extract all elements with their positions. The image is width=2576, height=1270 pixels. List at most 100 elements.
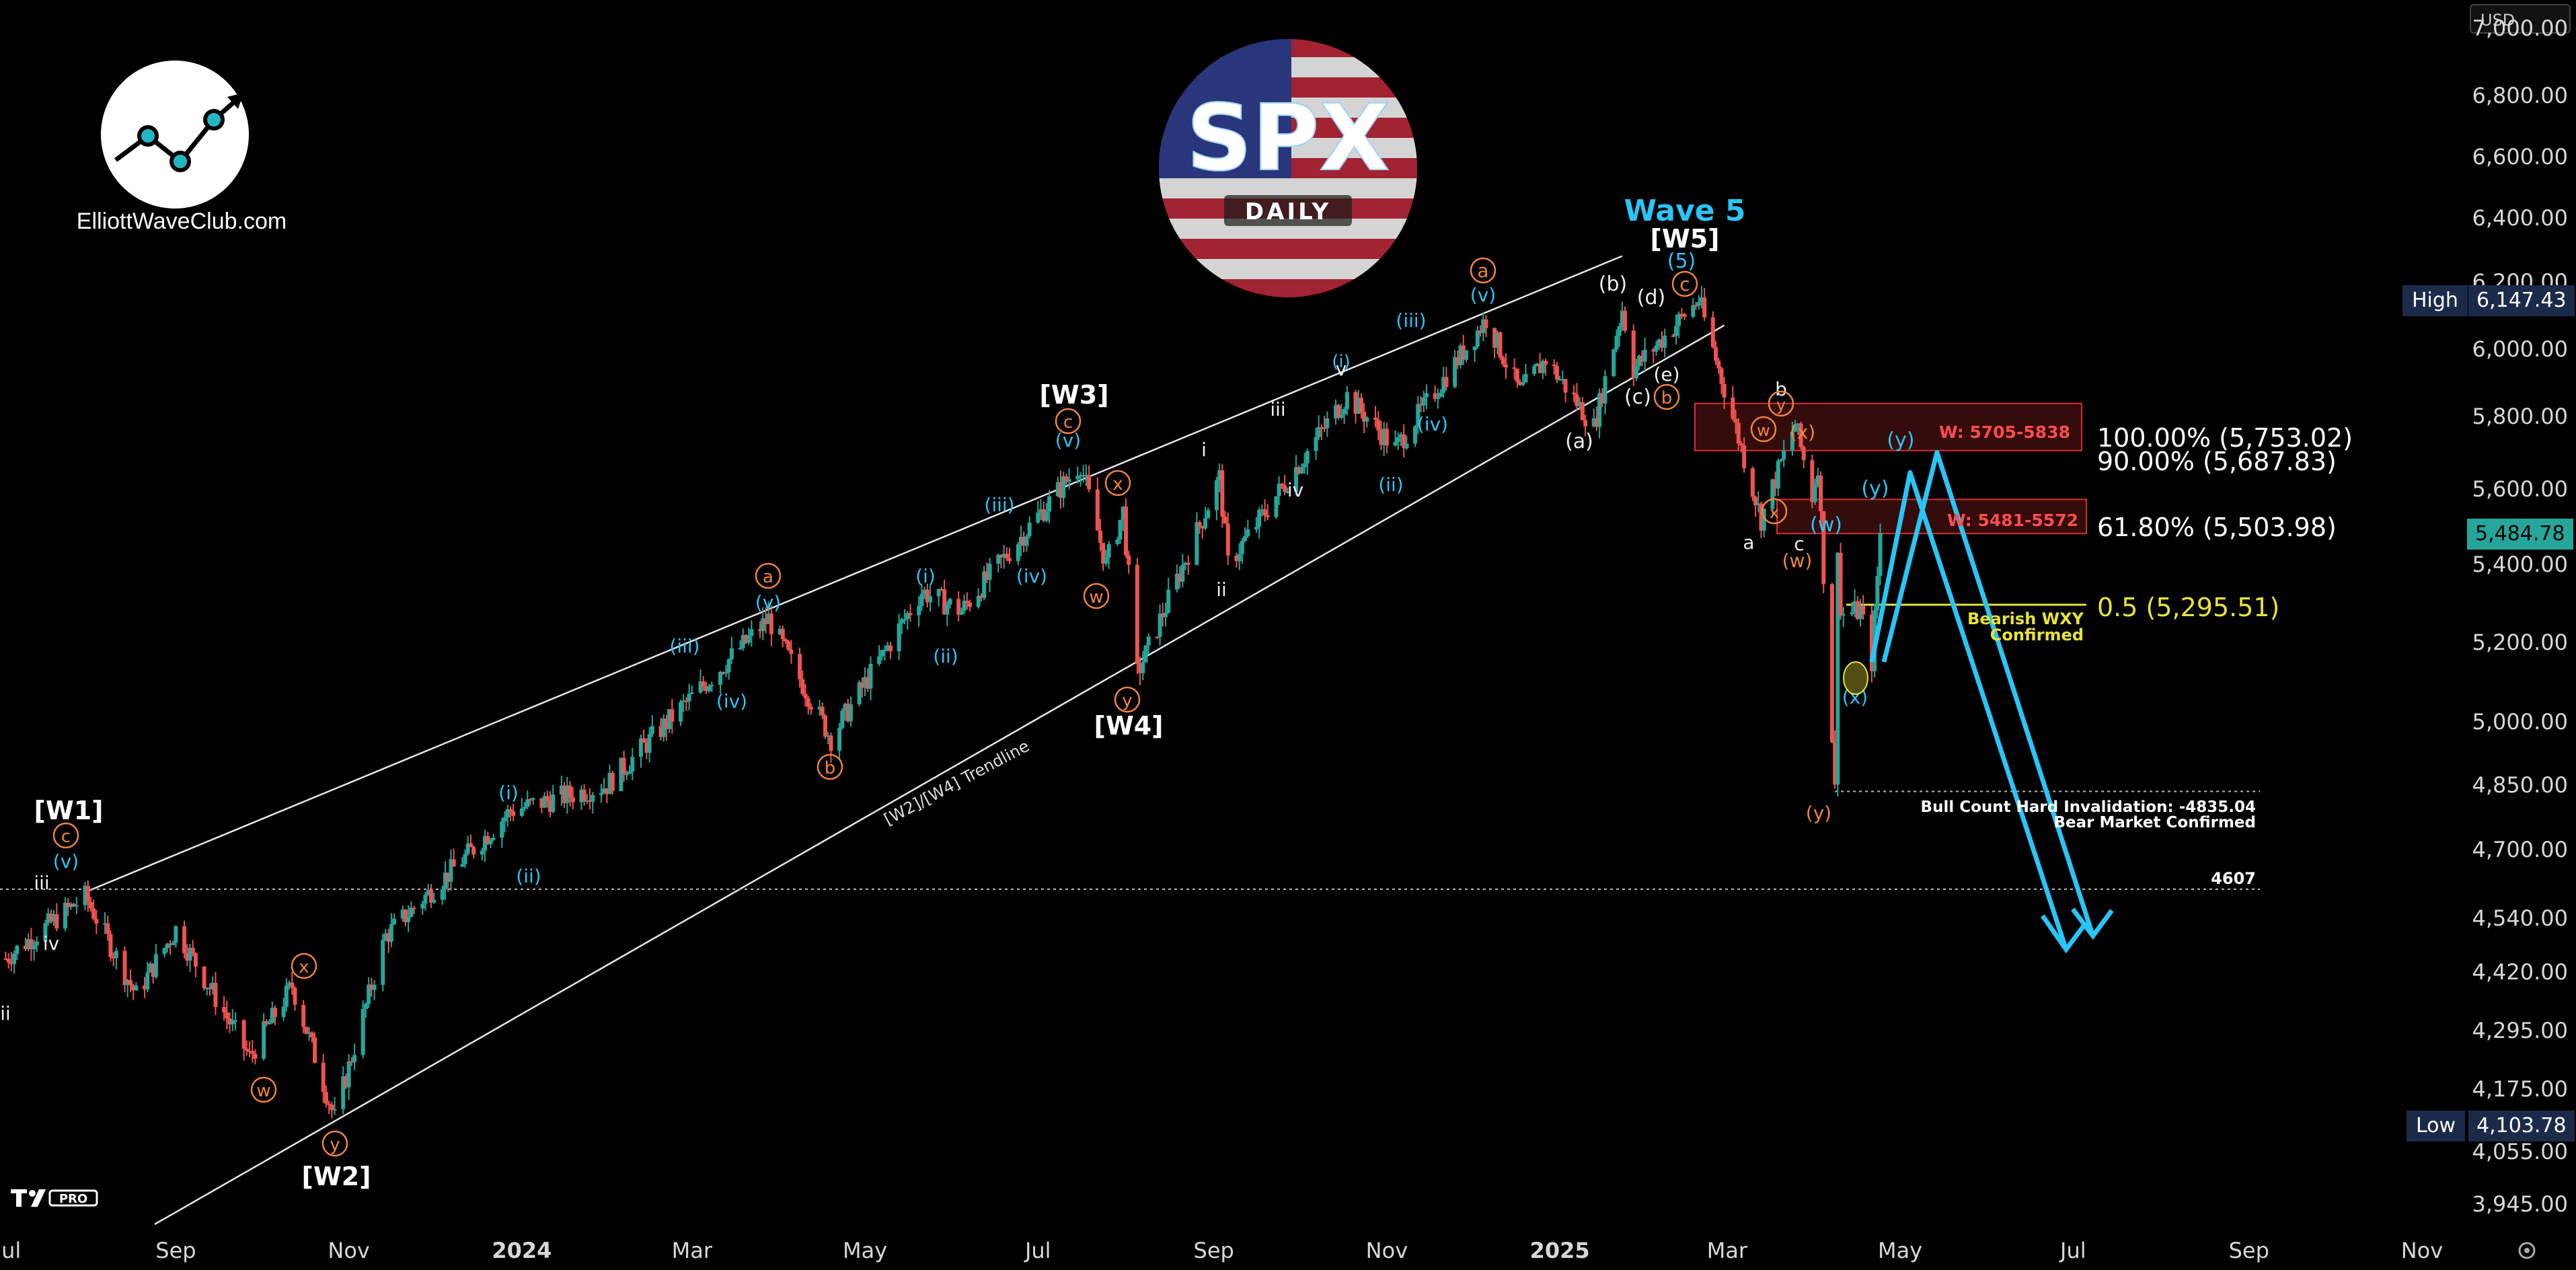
candle xyxy=(607,764,612,794)
candle xyxy=(324,1085,328,1108)
wave-label: (c) xyxy=(1624,385,1651,409)
candle xyxy=(1453,350,1457,389)
candle xyxy=(565,777,570,814)
wave-label: (i) xyxy=(1332,352,1351,372)
candle xyxy=(1075,466,1080,484)
candle xyxy=(1563,378,1568,403)
candle xyxy=(103,912,108,934)
bearish-wxy-line1: Bearish WXY xyxy=(1967,609,2084,628)
candle xyxy=(1841,607,1846,628)
wave-label: y xyxy=(1768,390,1794,417)
candle xyxy=(1223,511,1227,524)
candle xyxy=(301,1000,306,1034)
fib618-label: 61.80% (5,503.98) xyxy=(2097,513,2337,542)
candle xyxy=(290,971,295,996)
candle xyxy=(1750,466,1755,501)
candle xyxy=(1398,432,1403,446)
candle xyxy=(508,806,513,821)
wave-label: b xyxy=(1653,383,1680,410)
wave-label: (v) xyxy=(1055,429,1081,451)
highlight-marker xyxy=(1843,661,1868,695)
svg-text:(ii): (ii) xyxy=(1378,474,1403,496)
candle xyxy=(1041,501,1046,523)
candle xyxy=(1481,311,1486,342)
svg-text:a: a xyxy=(1743,531,1754,554)
svg-text:(y): (y) xyxy=(1887,428,1914,452)
candle xyxy=(1813,478,1817,505)
candle xyxy=(1535,363,1540,367)
candle xyxy=(1654,340,1659,357)
candle xyxy=(863,667,868,696)
candle xyxy=(1714,340,1718,365)
candle xyxy=(1285,487,1290,494)
candle xyxy=(1138,657,1143,685)
price-tick-label: 3,945.00 xyxy=(2472,1191,2569,1217)
svg-text:x: x xyxy=(1770,503,1779,522)
wave-label: (x) xyxy=(1790,421,1815,443)
fib100-label: 100.00% (5,753.02) xyxy=(2097,423,2353,453)
candle xyxy=(443,861,448,900)
candle xyxy=(287,980,292,990)
svg-text:(i): (i) xyxy=(915,565,936,587)
wave-label: y xyxy=(1114,686,1141,713)
candle xyxy=(1297,465,1301,475)
wave-label: (i) xyxy=(915,565,936,587)
currency-selector[interactable]: USD xyxy=(2470,4,2571,34)
candle xyxy=(747,628,751,645)
candle xyxy=(9,951,13,971)
candle xyxy=(1393,431,1398,447)
candle xyxy=(34,936,39,952)
candle xyxy=(128,969,132,993)
wave-label: (a) xyxy=(1565,430,1593,453)
candle xyxy=(667,709,672,733)
candle xyxy=(1458,343,1463,369)
candle xyxy=(122,946,127,993)
candle xyxy=(52,909,56,926)
candle xyxy=(1858,599,1863,627)
candle xyxy=(267,1019,272,1024)
svg-text:(ii): (ii) xyxy=(516,865,541,887)
candle xyxy=(917,596,921,627)
candle xyxy=(724,665,728,677)
svg-text:c: c xyxy=(1679,273,1690,295)
candle xyxy=(650,715,654,737)
time-tick-label: Nov xyxy=(328,1238,369,1263)
high-badge-label: High xyxy=(2402,285,2468,316)
candle xyxy=(1257,507,1262,539)
time-tick-label: 2024 xyxy=(492,1238,552,1263)
candle xyxy=(1118,519,1123,544)
svg-text:iv: iv xyxy=(43,932,59,955)
candle xyxy=(446,872,451,892)
candle xyxy=(1710,311,1715,349)
candle xyxy=(1302,453,1307,474)
candle xyxy=(1325,411,1330,437)
candle xyxy=(591,792,595,814)
candle xyxy=(1381,422,1386,457)
level-4607-label: 4607 xyxy=(2211,869,2256,888)
price-tick-label: 4,540.00 xyxy=(2472,905,2569,931)
candle xyxy=(1657,338,1661,350)
svg-text:(v): (v) xyxy=(53,850,79,872)
svg-text:(iii): (iii) xyxy=(1396,309,1426,332)
wave-label: w xyxy=(1083,583,1110,609)
wave-label: w xyxy=(1750,416,1777,443)
candle xyxy=(1240,537,1244,564)
settings-gear-icon[interactable] xyxy=(2515,1239,2538,1262)
candle xyxy=(6,953,11,969)
candle xyxy=(1779,458,1784,463)
candle xyxy=(1339,404,1344,420)
candle xyxy=(211,976,215,995)
price-tick-label: 5,200.00 xyxy=(2472,630,2569,655)
candle xyxy=(1022,531,1026,553)
candle xyxy=(369,977,374,997)
bear-projection-arrow xyxy=(1869,450,2096,950)
w2-label: [W2] xyxy=(301,1162,371,1191)
candle xyxy=(1413,424,1418,447)
zone-5481-5572 xyxy=(1776,498,2087,535)
candle xyxy=(1353,389,1358,424)
candle xyxy=(389,913,393,948)
wave-label: (y) xyxy=(1806,802,1831,824)
w1-label: [W1] xyxy=(34,796,103,825)
candle xyxy=(153,944,158,979)
